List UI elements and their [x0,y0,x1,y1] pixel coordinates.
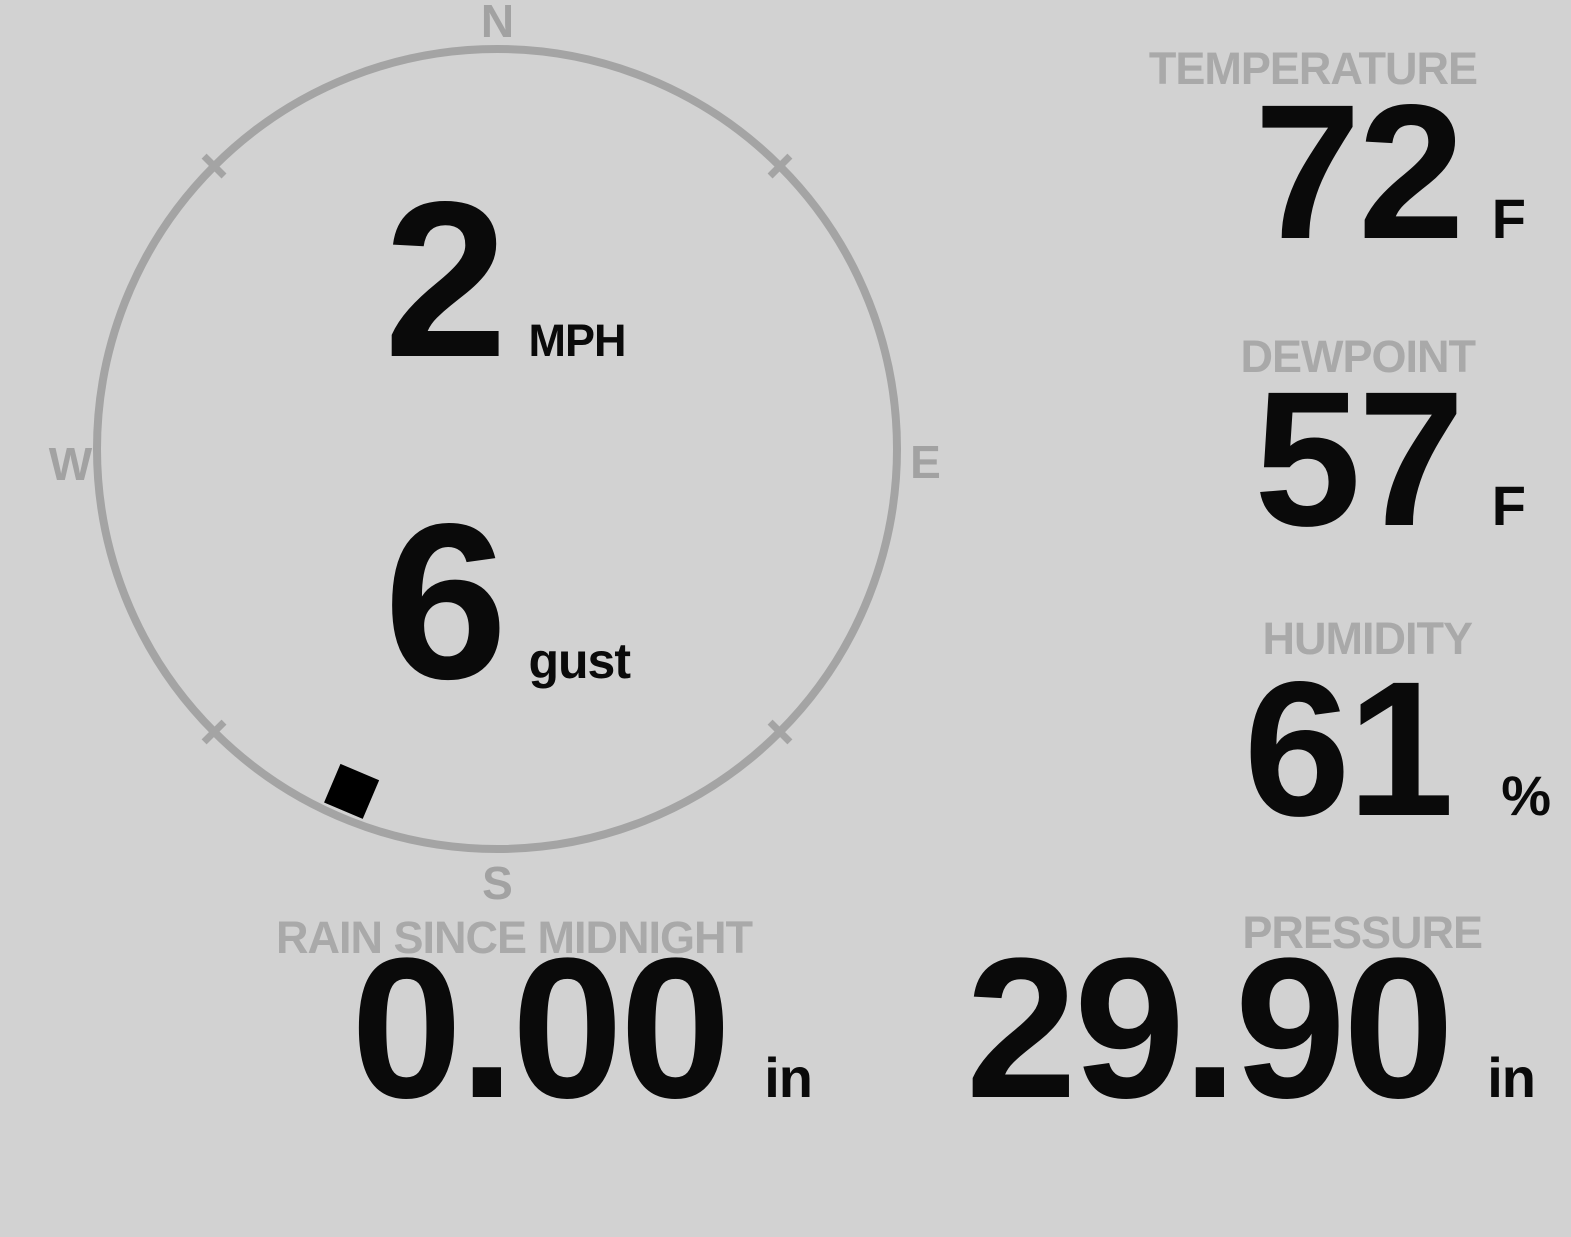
compass-letter-north: N [480,0,514,47]
rain-reading: 0.00 in [350,917,813,1140]
dewpoint-label: DEWPOINT [1240,331,1476,382]
wind-speed-reading: 2 MPH [384,156,626,404]
rain-unit: in [764,1046,813,1109]
temperature-value: 72 [1254,64,1465,279]
temperature-reading: 72 F [1254,64,1526,279]
pressure-unit: in [1487,1046,1536,1109]
compass-ring [93,45,901,853]
dewpoint-reading: 57 F [1254,351,1526,566]
pressure-label: PRESSURE [1242,907,1483,958]
humidity-value: 61 [1243,641,1455,856]
wind-compass [93,45,901,853]
compass-tick-se [767,719,793,745]
wind-direction-marker [324,763,380,819]
compass-tick-sw [201,719,227,745]
rain-label: RAIN SINCE MIDNIGHT [276,912,753,963]
wind-speed-unit: MPH [528,315,626,366]
compass-tick-nw [201,153,227,179]
pressure-value: 29.90 [965,917,1454,1140]
temperature-label: TEMPERATURE [1148,43,1478,94]
compass-letter-east: E [910,436,941,488]
dewpoint-unit: F [1491,474,1526,537]
rain-value: 0.00 [350,917,731,1140]
compass-tick-ne [767,153,793,179]
humidity-unit: % [1501,764,1551,827]
temperature-unit: F [1491,187,1526,250]
humidity-label: HUMIDITY [1262,613,1473,664]
wind-gust-value: 6 [384,478,507,726]
humidity-reading: 61 % [1243,641,1551,856]
wind-gust-unit: gust [528,633,631,689]
compass-letter-south: S [482,857,513,909]
wind-speed-value: 2 [384,156,507,404]
compass-letter-west: W [48,438,92,490]
dewpoint-value: 57 [1254,351,1465,566]
wind-gust-reading: 6 gust [384,478,631,726]
pressure-reading: 29.90 in [965,917,1536,1140]
